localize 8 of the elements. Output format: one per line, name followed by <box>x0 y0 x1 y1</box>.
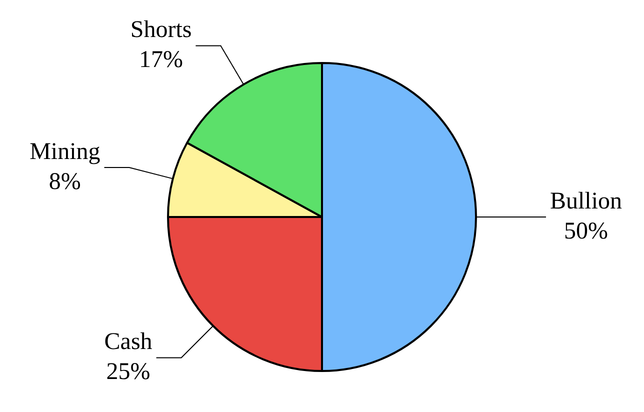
slice-label: Cash <box>104 329 152 356</box>
slice-label: Mining <box>30 138 100 165</box>
data-label: 25% <box>106 359 150 386</box>
slice-label: Bullion <box>550 188 622 214</box>
data-label: 8% <box>48 168 81 195</box>
data-label: 17% <box>139 47 184 74</box>
data-label: 50% <box>564 218 608 244</box>
slice-label: Shorts <box>130 17 192 44</box>
